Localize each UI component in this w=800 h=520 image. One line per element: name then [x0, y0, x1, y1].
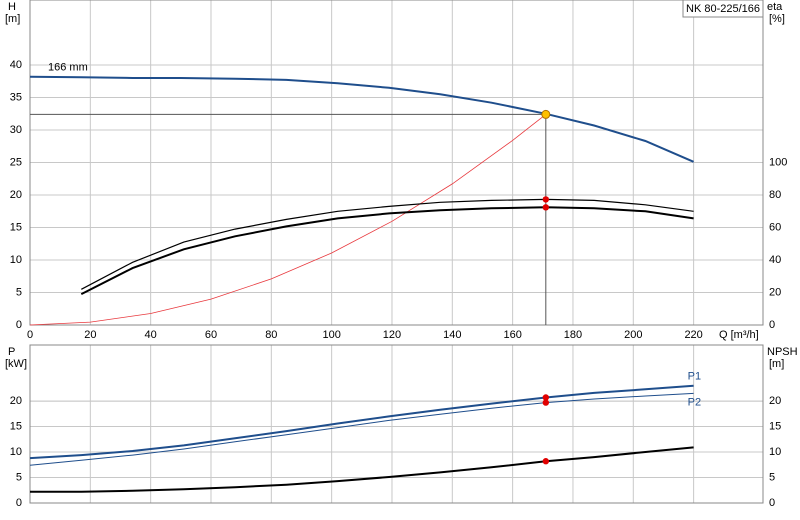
curve	[29, 114, 547, 326]
y-tick-label: 10	[10, 254, 22, 266]
y-tick-label: 15	[10, 420, 22, 432]
y-axis-label: H	[8, 1, 16, 13]
y2-tick-label: 20	[769, 395, 781, 407]
x-tick-label: 40	[145, 329, 157, 341]
x-axis-label: Q [m³/h]	[719, 329, 759, 341]
x-tick-label: 180	[564, 329, 582, 341]
operating-point	[542, 394, 550, 401]
x-tick-label: 0	[27, 329, 33, 341]
y-tick-label: 40	[10, 59, 22, 71]
x-tick-label: 20	[84, 329, 96, 341]
curve-label: P1	[688, 371, 701, 383]
plot-area	[30, 345, 763, 503]
curve-label: P2	[688, 396, 701, 408]
y2-tick-label: 10	[769, 446, 781, 458]
curve	[29, 392, 694, 466]
curve	[30, 446, 694, 493]
y2-tick-label: 60	[769, 221, 781, 233]
y2-tick-label: 80	[769, 189, 781, 201]
y2-axis-unit: [m]	[769, 358, 784, 370]
curve	[81, 198, 694, 290]
x-tick-label: 120	[383, 329, 401, 341]
y-tick-label: 15	[10, 221, 22, 233]
x-tick-label: 220	[684, 329, 702, 341]
y2-axis-unit: [%]	[769, 13, 785, 25]
y-tick-label: 5	[16, 471, 22, 483]
plot-border	[29, 0, 764, 326]
x-tick-label: 100	[322, 329, 340, 341]
curve-name: 166 mm	[48, 62, 88, 74]
y-tick-label: 5	[16, 286, 22, 298]
y-tick-label: 0	[16, 319, 22, 331]
curve	[80, 206, 694, 295]
y2-tick-label: 20	[769, 286, 781, 298]
x-tick-label: 200	[624, 329, 642, 341]
y2-tick-label: 0	[769, 497, 775, 509]
y2-tick-label: 100	[769, 156, 787, 168]
y-tick-label: 35	[10, 91, 22, 103]
y-tick-label: 20	[10, 189, 22, 201]
y-axis-unit: [kW]	[5, 358, 27, 370]
y-tick-label: 20	[10, 395, 22, 407]
title-box	[682, 0, 764, 18]
x-tick-label: 160	[503, 329, 521, 341]
curve	[29, 75, 694, 163]
y-tick-label: 10	[10, 446, 22, 458]
operating-point	[542, 204, 550, 211]
x-tick-label: 80	[265, 329, 277, 341]
y2-axis-label: NPSH	[767, 346, 798, 358]
curve	[29, 384, 694, 460]
y2-tick-label: 40	[769, 254, 781, 266]
operating-point	[541, 109, 551, 119]
y2-tick-label: 5	[769, 471, 775, 483]
x-tick-label: 60	[205, 329, 217, 341]
y2-tick-label: 15	[769, 420, 781, 432]
x-tick-label: 140	[443, 329, 461, 341]
y-tick-label: 25	[10, 156, 22, 168]
y-axis-unit: [m]	[5, 13, 20, 25]
y2-tick-label: 0	[769, 319, 775, 331]
y-tick-label: 30	[10, 124, 22, 136]
operating-point	[542, 458, 550, 465]
plot-border	[29, 344, 764, 504]
operating-point	[542, 196, 550, 203]
y-axis-label: P	[8, 346, 15, 358]
operating-point	[542, 399, 550, 406]
chart-title: NK 80-225/166	[686, 3, 760, 15]
y2-axis-label: eta	[767, 1, 783, 13]
y-tick-label: 0	[16, 497, 22, 509]
